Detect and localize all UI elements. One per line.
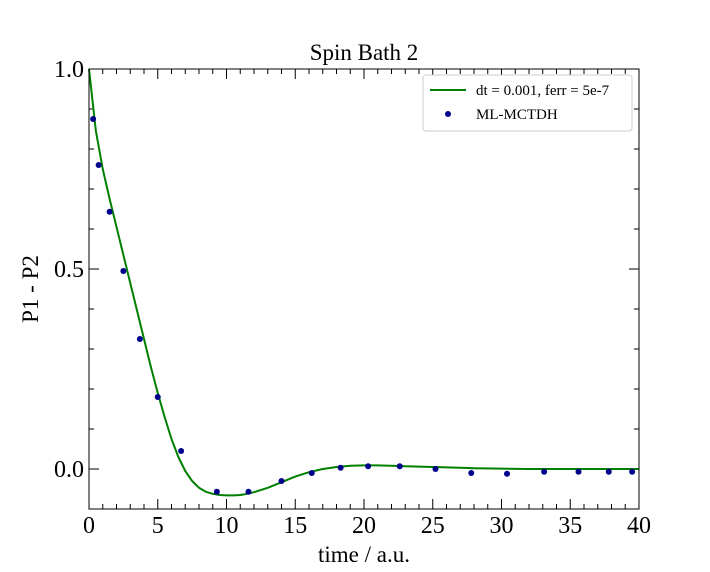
legend-label-scatter: ML-MCTDH — [476, 107, 558, 123]
scatter-point — [178, 448, 185, 454]
legend-label-line: dt = 0.001, ferr = 5e-7 — [476, 83, 610, 99]
x-tick-label: 5 — [152, 513, 164, 539]
scatter-point — [106, 208, 113, 215]
tick-labels: 0 5 10 15 20 25 30 35 40 0.0 0.5 1.0 — [54, 57, 651, 539]
x-tick-label: 10 — [215, 513, 239, 539]
y-tick-label: 0.5 — [54, 257, 84, 283]
y-tick-label: 1.0 — [54, 57, 84, 83]
legend-marker-swatch — [445, 111, 451, 117]
scatter-point — [468, 470, 475, 476]
scatter-point — [213, 488, 220, 495]
plot-series — [88, 68, 639, 497]
scatter-point — [95, 162, 102, 168]
x-axis-label: time / a.u. — [318, 542, 410, 567]
scatter-point — [278, 478, 285, 484]
x-tick-label: 35 — [558, 513, 582, 539]
scatter-point — [575, 468, 582, 475]
scatter-point — [605, 468, 612, 475]
scatter-point — [90, 116, 97, 122]
x-tick-label: 40 — [627, 513, 651, 539]
chart-title: Spin Bath 2 — [310, 40, 419, 65]
scatter-point — [541, 468, 548, 475]
legend: dt = 0.001, ferr = 5e-7 ML-MCTDH — [422, 74, 633, 132]
x-tick-label: 15 — [283, 513, 307, 539]
x-tick-label: 30 — [490, 513, 514, 539]
scatter-point — [120, 268, 127, 274]
axis-ticks — [88, 68, 640, 510]
scatter-point — [136, 336, 143, 342]
x-tick-label: 20 — [352, 513, 376, 539]
scatter-point — [337, 464, 344, 471]
scatter-point — [504, 470, 510, 477]
plot-frame — [88, 68, 640, 510]
y-axis-label: P1 - P2 — [18, 255, 43, 323]
scatter-point — [629, 468, 636, 475]
x-tick-label: 25 — [421, 513, 445, 539]
scatter-point — [245, 488, 252, 495]
scatter-point — [365, 463, 372, 470]
scatter-point — [308, 470, 315, 476]
scatter-point — [154, 394, 161, 400]
legend-box — [422, 74, 633, 132]
x-tick-label: 0 — [83, 513, 95, 539]
y-tick-label: 0.0 — [54, 457, 84, 483]
scatter-point — [396, 463, 403, 470]
scatter-point — [432, 466, 439, 472]
